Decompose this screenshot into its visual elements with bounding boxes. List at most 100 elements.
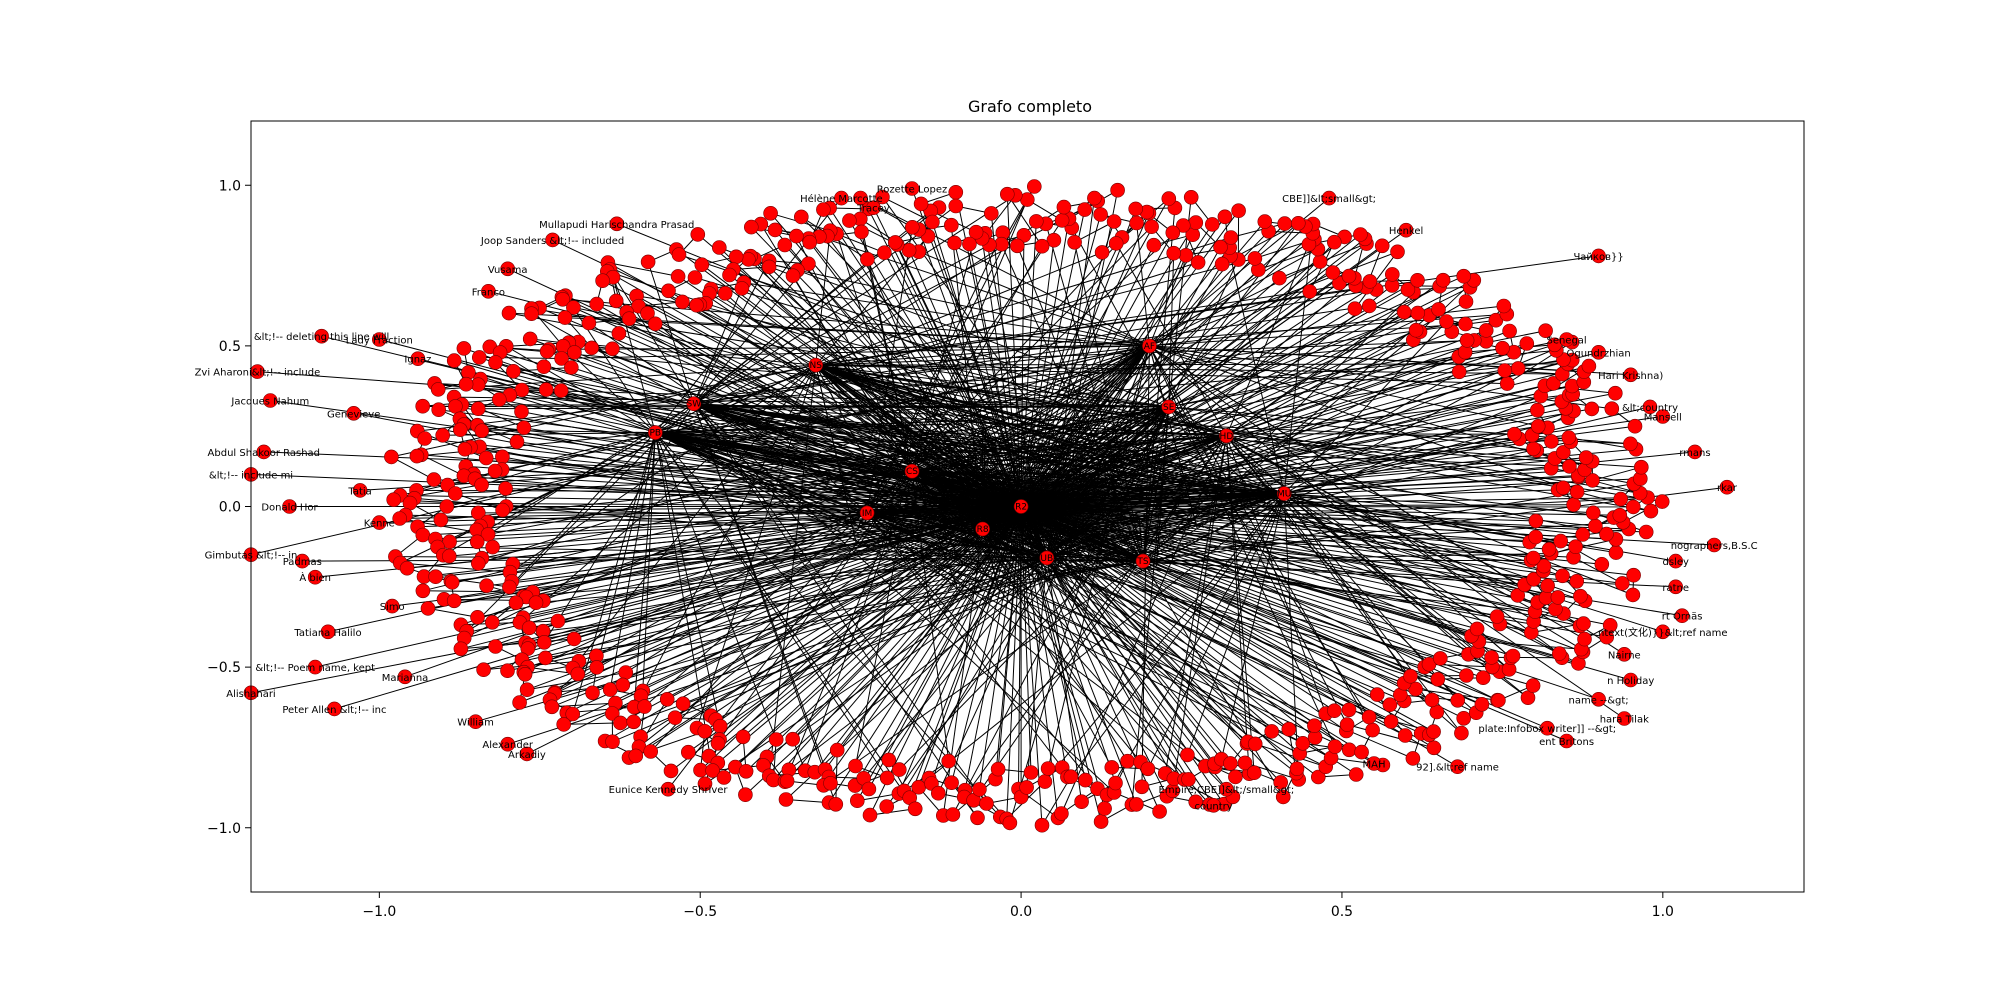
graph-node — [524, 306, 539, 322]
graph-edge — [519, 364, 817, 623]
graph-edge — [1020, 506, 1116, 784]
graph-edge — [693, 263, 809, 405]
graph-node — [581, 315, 597, 331]
graph-node — [1430, 671, 1446, 687]
graph-edge — [1046, 482, 1215, 559]
graph-node — [999, 186, 1015, 202]
graph-edge — [655, 432, 858, 511]
graph-edge — [1283, 493, 1478, 652]
graph-node — [1510, 361, 1526, 376]
graph-node — [1573, 588, 1588, 604]
graph-edge — [655, 251, 1103, 434]
graph-node — [371, 332, 387, 347]
graph-node — [640, 254, 656, 270]
graph-node — [474, 477, 489, 493]
graph-node — [1450, 692, 1465, 708]
graph-node — [716, 770, 732, 785]
graph-node — [456, 341, 472, 356]
graph-node — [697, 723, 713, 739]
graph-node — [435, 427, 451, 443]
graph-node — [877, 245, 892, 260]
graph-edge — [528, 506, 1022, 646]
graph-node — [1108, 236, 1124, 251]
graph-node — [491, 392, 507, 407]
graph-node — [1078, 772, 1093, 788]
graph-node — [1054, 806, 1069, 821]
graph-node — [409, 448, 425, 464]
graph-edge — [911, 470, 956, 532]
graph-edge — [604, 506, 1022, 742]
hub-node — [1039, 550, 1055, 566]
graph-node — [1519, 336, 1535, 351]
graph-node — [763, 206, 778, 221]
graph-node — [500, 736, 516, 752]
node-label: Nairne — [1608, 650, 1641, 661]
graph-edge — [946, 528, 984, 569]
graph-node — [1538, 323, 1553, 339]
graph-edge — [908, 250, 1022, 507]
graph-node — [426, 472, 442, 487]
graph-edge — [866, 512, 1107, 590]
graph-node — [1034, 817, 1050, 833]
graph-node — [485, 539, 500, 555]
graph-node — [1426, 724, 1441, 739]
graph-node — [611, 326, 627, 341]
graph-node — [1608, 545, 1624, 560]
graph-edge — [873, 207, 1022, 507]
graph-node — [1421, 656, 1437, 672]
graph-node — [1608, 385, 1623, 401]
graph-node — [453, 641, 469, 657]
graph-edge — [488, 290, 1285, 495]
graph-node — [1456, 268, 1471, 284]
graph-edge — [688, 406, 1169, 753]
graph-node — [557, 310, 573, 325]
graph-edge — [620, 506, 1022, 724]
graph-node — [1166, 245, 1181, 261]
graph-edge — [615, 506, 1022, 704]
graph-node — [488, 639, 503, 654]
graph-node — [415, 527, 431, 543]
graph-edge — [1168, 406, 1625, 719]
graph-edge — [563, 722, 621, 725]
graph-node — [1617, 711, 1632, 726]
graph-edge — [481, 364, 816, 432]
graph-node — [1120, 753, 1135, 769]
graph-edge — [815, 364, 1238, 493]
graph-node — [1454, 725, 1469, 741]
graph-node — [484, 614, 500, 630]
graph-node — [680, 744, 696, 760]
node-label: Peter Allen &lt;!-- inc — [282, 705, 386, 716]
node-label: &lt;country — [1622, 403, 1678, 414]
graph-node — [663, 763, 679, 779]
graph-node — [1526, 441, 1541, 457]
graph-edge — [882, 196, 933, 223]
graph-edge — [1020, 506, 1086, 781]
graph-node — [1575, 527, 1590, 542]
graph-node — [430, 382, 446, 397]
graph-node — [1291, 216, 1306, 231]
graph-edge — [1020, 238, 1366, 507]
node-label: 92].&lt;ref name — [1416, 763, 1499, 774]
graph-node — [1382, 697, 1398, 713]
graph-node — [640, 305, 655, 321]
graph-node — [1615, 576, 1630, 591]
graph-edge — [983, 559, 1144, 562]
graph-node — [722, 267, 737, 283]
graph-node — [1552, 646, 1567, 661]
graph-node — [327, 701, 342, 717]
graph-node — [1400, 282, 1416, 297]
graph-edge — [822, 209, 1022, 507]
graph-node — [602, 682, 618, 697]
graph-node — [1530, 402, 1545, 418]
hub-node-label: NS — [809, 361, 822, 371]
graph-node — [615, 677, 631, 693]
hub-node-label: SW — [686, 400, 701, 410]
graph-edge — [391, 364, 816, 458]
graph-edge — [1020, 506, 1441, 659]
graph-node — [1247, 251, 1263, 266]
graph-node — [1369, 687, 1385, 702]
graph-node — [1307, 718, 1322, 734]
graph-node — [1451, 364, 1467, 380]
graph-node — [1544, 434, 1559, 449]
graph-edge — [607, 270, 1022, 507]
